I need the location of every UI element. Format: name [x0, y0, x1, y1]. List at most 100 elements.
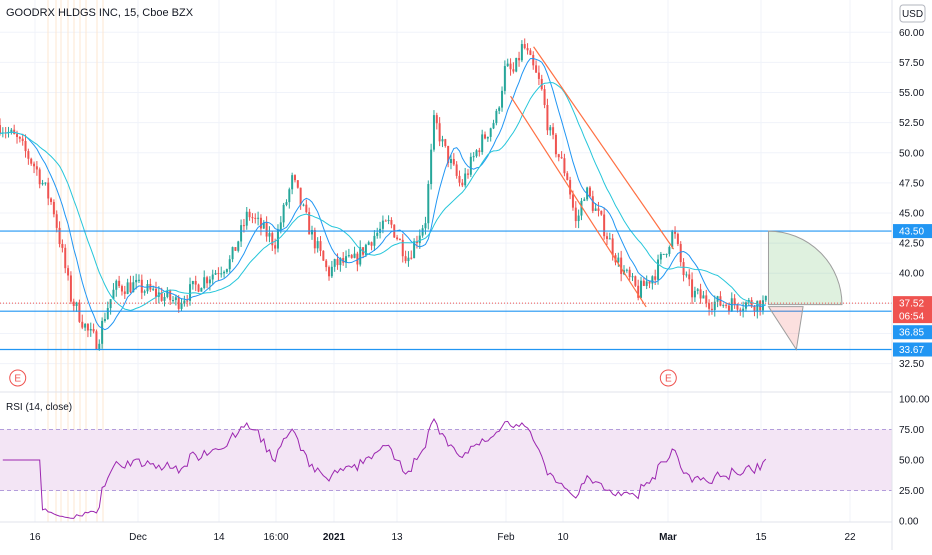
candle-body: [0, 125, 1, 134]
candle-body: [67, 268, 70, 276]
candle-body: [651, 276, 654, 284]
candle-body: [169, 290, 172, 301]
candle-body: [120, 286, 123, 292]
candle-body: [177, 297, 180, 309]
candle-body: [608, 238, 611, 240]
candle-body: [509, 63, 512, 70]
candle-body: [620, 257, 623, 275]
candle-body: [265, 222, 268, 237]
candle-body: [410, 257, 413, 259]
candle-body: [47, 182, 50, 199]
currency-button[interactable]: USD: [899, 4, 926, 23]
forecast-shapes[interactable]: [767, 230, 843, 351]
candle-body: [421, 228, 424, 236]
candle-body: [78, 302, 81, 322]
rsi-pane[interactable]: [0, 417, 892, 519]
time-axis-labels[interactable]: 16 Dec 14 16:00 2021 13 Feb 10 Mar 15 22: [29, 532, 856, 543]
candle-body: [206, 277, 209, 284]
candle-body: [35, 166, 38, 170]
candle-body: [268, 233, 271, 237]
candle-body: [577, 215, 580, 222]
candle-body: [506, 63, 509, 67]
candle-body: [160, 292, 163, 301]
candle-body: [427, 184, 430, 224]
candle-body: [345, 256, 348, 263]
candle-body: [617, 257, 620, 263]
trend-channel[interactable]: [510, 46, 675, 308]
candle-body: [146, 284, 149, 292]
candle-body: [676, 233, 679, 245]
candle-body: [413, 241, 416, 259]
candle-body: [123, 291, 126, 294]
candle-body: [92, 329, 95, 332]
price-tag: 36.85: [893, 325, 932, 340]
candle-body: [719, 296, 722, 306]
horizontal-levels[interactable]: [0, 230, 892, 351]
time-axis-label: 15: [755, 532, 767, 543]
candle-body: [387, 219, 390, 222]
candle-body: [208, 279, 211, 284]
candle-body: [441, 139, 444, 142]
candle-body: [370, 242, 373, 246]
price-tag-bg: [893, 309, 932, 324]
candle-body: [688, 274, 691, 280]
price-tick-label: 32.50: [899, 359, 924, 370]
candle-body: [753, 306, 756, 312]
price-axis[interactable]: [893, 0, 932, 550]
candle-body: [600, 210, 603, 215]
candle-body: [55, 214, 58, 228]
candle-body: [722, 304, 725, 306]
price-tick-label: 50.00: [899, 148, 924, 159]
candle-body: [118, 280, 121, 287]
candle-body: [293, 175, 296, 181]
candle-body: [418, 235, 421, 244]
candle-body: [657, 259, 660, 280]
candle-body: [489, 128, 492, 137]
candle-body: [452, 158, 455, 165]
candle-body: [557, 154, 560, 158]
candle-body: [742, 308, 745, 312]
candle-body: [756, 300, 759, 312]
candle-body: [200, 288, 203, 292]
price-candles: [0, 38, 767, 351]
candle-body: [61, 244, 64, 248]
candle-body: [143, 291, 146, 293]
candle-body: [625, 269, 628, 271]
candle-body: [580, 200, 583, 216]
candle-body: [305, 204, 308, 213]
candle-body: [356, 253, 359, 265]
time-axis-label: Dec: [129, 532, 147, 543]
candle-body: [591, 196, 594, 211]
channel-upper-line: [533, 46, 675, 250]
candle-body: [603, 214, 606, 237]
candle-body: [727, 305, 730, 312]
candle-body: [458, 175, 461, 183]
forecast-down-wedge: [767, 306, 804, 351]
candle-body: [33, 163, 36, 167]
candle-body: [560, 157, 563, 159]
candle-body: [115, 280, 118, 290]
candle-body: [288, 189, 291, 203]
candle-body: [103, 319, 106, 321]
candle-body: [693, 290, 696, 298]
candle-body: [231, 247, 234, 260]
rsi-line: [2, 417, 767, 519]
candle-body: [16, 134, 19, 137]
candle-body: [330, 266, 333, 277]
candle-body: [336, 259, 339, 266]
price-tick-label: 60.00: [899, 28, 924, 39]
candle-body: [248, 211, 251, 218]
channel-lower-line: [510, 95, 647, 308]
candle-body: [350, 255, 353, 258]
candle-body: [552, 127, 555, 135]
candle-body: [373, 235, 376, 246]
price-tags: 43.50 37.52 06:54 36.85 33.67: [893, 224, 932, 357]
candle-body: [291, 175, 294, 190]
candle-body: [30, 158, 33, 164]
price-tag-bg: [893, 325, 932, 340]
price-tick-label: 57.50: [899, 58, 924, 69]
candle-body: [163, 296, 166, 301]
